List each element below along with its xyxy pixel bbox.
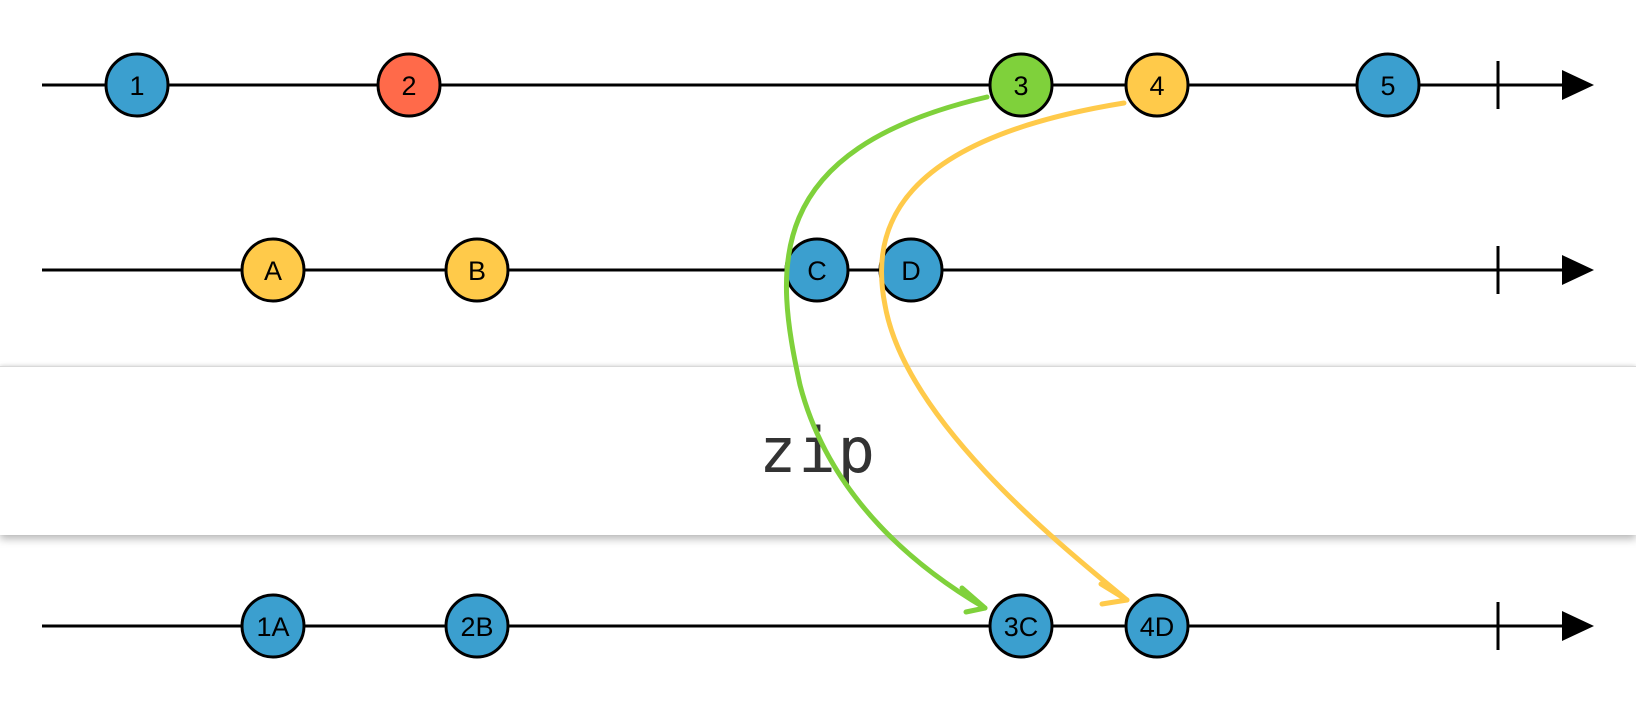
marble-label: 3: [1013, 71, 1028, 101]
arrow-4-to-4D: [879, 100, 1130, 607]
operator-label: zip: [759, 413, 877, 487]
output-marble-1A: 1A: [240, 593, 306, 659]
output-timeline: 1A 2B 3C 4D: [42, 593, 1594, 659]
top-marble-2: 2: [376, 52, 442, 118]
marble-label: 2: [401, 71, 416, 101]
marble-label: 1A: [256, 612, 289, 642]
marble-circle: [240, 593, 306, 659]
marble-circle: [240, 237, 306, 303]
arrow-3-to-3C: [783, 94, 990, 615]
middle-marble-C: C: [784, 237, 850, 303]
marble-circle: [988, 593, 1054, 659]
marble-circle: [1124, 593, 1190, 659]
arrowhead-icon: [1098, 581, 1130, 607]
timeline-arrowhead-icon: [1562, 70, 1594, 100]
top-marble-5: 5: [1355, 52, 1421, 118]
output-marble-4D: 4D: [1124, 593, 1190, 659]
arrow-curve: [879, 100, 1130, 603]
marble-label: 4D: [1140, 612, 1175, 642]
middle-marble-A: A: [240, 237, 306, 303]
marble-label: 5: [1380, 71, 1395, 101]
timeline-arrowhead-icon: [1562, 255, 1594, 285]
marble-label: B: [468, 256, 486, 286]
marble-circle: [376, 52, 442, 118]
middle-marble-B: B: [444, 237, 510, 303]
top-marble-4: 4: [1124, 52, 1190, 118]
output-marble-3C: 3C: [988, 593, 1054, 659]
top-timeline: 1 2 3 4 5: [42, 52, 1594, 118]
marble-label: D: [901, 256, 921, 286]
marble-label: 1: [129, 71, 144, 101]
marble-label: 2B: [460, 612, 493, 642]
marble-circle: [104, 52, 170, 118]
operator-box: [0, 366, 1636, 535]
marble-circle: [1355, 52, 1421, 118]
marble-label: 4: [1149, 71, 1164, 101]
marble-label: 3C: [1004, 612, 1039, 642]
marble-label: C: [807, 256, 827, 286]
marble-circle: [444, 237, 510, 303]
output-marble-2B: 2B: [444, 593, 510, 659]
marble-label: A: [264, 256, 282, 286]
top-marble-1: 1: [104, 52, 170, 118]
middle-timeline: A B C D: [42, 237, 1594, 303]
marble-circle: [444, 593, 510, 659]
arrowhead-icon: [959, 585, 988, 615]
marble-circle: [988, 52, 1054, 118]
timeline-arrowhead-icon: [1562, 611, 1594, 641]
marble-circle: [1124, 52, 1190, 118]
top-marble-3: 3: [988, 52, 1054, 118]
arrow-curve: [783, 94, 990, 611]
